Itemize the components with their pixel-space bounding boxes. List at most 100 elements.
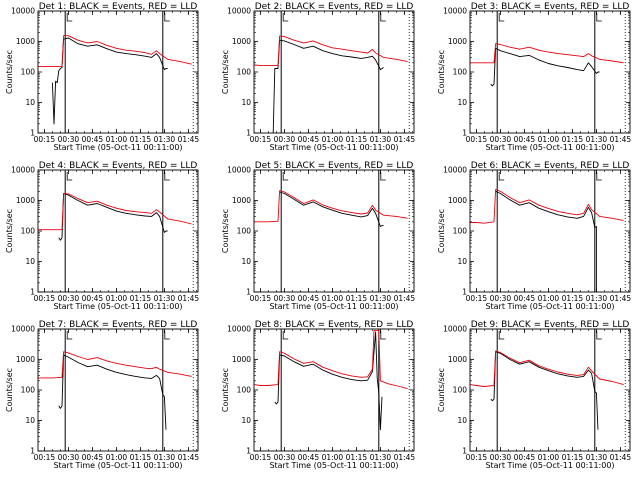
detector-panel-5: Det 5: BLACK = Events, RED = LLD 1 10 100 10… (221, 161, 415, 311)
panel-title: Det 3: BLACK = Events, RED = LLD (471, 2, 630, 12)
plot-frame (253, 169, 415, 293)
time-marker-flag (282, 13, 289, 22)
detector-panel-7: Det 7: BLACK = Events, RED = LLD 1 10 100 10… (5, 320, 199, 470)
time-marker-flag (282, 331, 289, 340)
plot-frame (253, 328, 415, 452)
x-axis-label: Start Time (05-Oct-11 00:11:00) (53, 302, 182, 311)
y-tick-label: 10 (457, 416, 467, 425)
y-tick-label: 100 (453, 386, 468, 395)
y-tick-label: 10000 (11, 166, 35, 175)
x-tick-label: 01:00 (538, 135, 560, 144)
lld-series-line (470, 43, 624, 64)
y-tick-label: 10 (241, 98, 251, 107)
y-axis-label: Counts/sec (437, 368, 446, 412)
y-tick-label: 1 (462, 129, 467, 138)
lld-series-line (38, 351, 192, 379)
time-marker-flag (596, 331, 602, 340)
y-tick-label: 10000 (227, 7, 251, 16)
time-marker-flag (498, 13, 505, 22)
x-tick-label: 01:30 (154, 135, 176, 144)
x-tick-label: 00:15 (250, 135, 272, 144)
x-tick-label: 00:15 (250, 453, 272, 462)
x-tick-label: 00:30 (274, 294, 296, 303)
y-tick-label: 10000 (227, 166, 251, 175)
x-tick-label: 01:15 (562, 294, 584, 303)
plot-frame (37, 169, 199, 293)
x-tick-label: 00:45 (514, 135, 536, 144)
x-axis-label: Start Time (05-Oct-11 00:11:00) (485, 461, 614, 470)
x-tick-label: 00:45 (298, 453, 320, 462)
x-tick-label: 01:45 (394, 453, 416, 462)
x-tick-label: 01:15 (346, 294, 368, 303)
y-tick-label: 10 (25, 257, 35, 266)
x-tick-label: 01:45 (610, 135, 632, 144)
x-tick-label: 01:00 (106, 135, 128, 144)
time-marker-flag (282, 172, 289, 181)
time-marker-flag (498, 172, 505, 181)
x-tick-label: 01:30 (586, 294, 608, 303)
y-tick-label: 1000 (16, 355, 35, 364)
x-tick-label: 01:30 (370, 294, 392, 303)
x-tick-label: 01:15 (346, 453, 368, 462)
x-tick-label: 00:30 (58, 453, 80, 462)
x-axis-label: Start Time (05-Oct-11 00:11:00) (269, 143, 398, 152)
time-marker-flag (380, 13, 386, 22)
y-tick-label: 1 (462, 447, 467, 456)
x-axis-label: Start Time (05-Oct-11 00:11:00) (485, 302, 614, 311)
x-tick-label: 00:45 (82, 453, 104, 462)
y-tick-label: 10000 (227, 325, 251, 334)
y-tick-label: 10000 (443, 7, 467, 16)
x-tick-label: 00:30 (490, 453, 512, 462)
events-series-line (58, 193, 168, 241)
plot-frame (253, 10, 415, 134)
x-tick-label: 01:15 (562, 453, 584, 462)
x-axis-label: Start Time (05-Oct-11 00:11:00) (53, 143, 182, 152)
y-tick-label: 10 (457, 98, 467, 107)
x-tick-label: 00:45 (514, 294, 536, 303)
lld-series-line (253, 35, 408, 66)
plot-frame (469, 328, 631, 452)
y-tick-label: 100 (237, 227, 252, 236)
events-series-line (490, 351, 599, 430)
lld-series-line (254, 190, 408, 223)
detector-panel-1: Det 1: BLACK = Events, RED = LLD 1 10 100 10… (5, 2, 199, 152)
y-tick-label: 1000 (232, 196, 251, 205)
time-marker-flag (380, 172, 386, 181)
x-tick-label: 01:30 (154, 294, 176, 303)
x-tick-label: 01:30 (586, 453, 608, 462)
x-axis-label: Start Time (05-Oct-11 00:11:00) (269, 302, 398, 311)
panel-title: Det 7: BLACK = Events, RED = LLD (39, 320, 198, 330)
x-tick-label: 00:30 (58, 294, 80, 303)
panel-title: Det 6: BLACK = Events, RED = LLD (471, 161, 630, 171)
time-marker-flag (164, 172, 170, 181)
plot-frame (469, 169, 631, 293)
x-tick-label: 00:30 (274, 135, 296, 144)
y-tick-label: 100 (237, 68, 252, 77)
x-tick-label: 00:30 (274, 453, 296, 462)
lld-series-line (469, 350, 624, 387)
y-axis-label: Counts/sec (221, 50, 230, 94)
y-tick-label: 1 (246, 129, 251, 138)
panel-title: Det 4: BLACK = Events, RED = LLD (39, 161, 198, 171)
x-tick-label: 01:15 (562, 135, 584, 144)
events-series-line (495, 190, 598, 293)
time-marker-flag (596, 13, 602, 22)
y-tick-label: 10 (457, 257, 467, 266)
x-tick-label: 01:45 (610, 294, 632, 303)
panel-title: Det 8: BLACK = Events, RED = LLD (255, 320, 414, 330)
x-tick-label: 00:15 (466, 453, 488, 462)
y-tick-label: 10000 (443, 325, 467, 334)
detector-panel-9: Det 9: BLACK = Events, RED = LLD 1 10 100 10… (437, 320, 631, 470)
x-tick-label: 00:15 (466, 135, 488, 144)
events-series-line (274, 331, 383, 431)
x-tick-label: 00:15 (250, 294, 272, 303)
y-tick-label: 1000 (448, 37, 467, 46)
y-tick-label: 1000 (232, 355, 251, 364)
x-tick-label: 00:45 (514, 453, 536, 462)
detector-panel-4: Det 4: BLACK = Events, RED = LLD 1 10 100 10… (5, 161, 199, 311)
events-series-line (279, 191, 384, 227)
x-tick-label: 01:30 (586, 135, 608, 144)
y-axis-label: Counts/sec (221, 368, 230, 412)
y-tick-label: 1000 (16, 196, 35, 205)
panel-title: Det 5: BLACK = Events, RED = LLD (255, 161, 414, 171)
